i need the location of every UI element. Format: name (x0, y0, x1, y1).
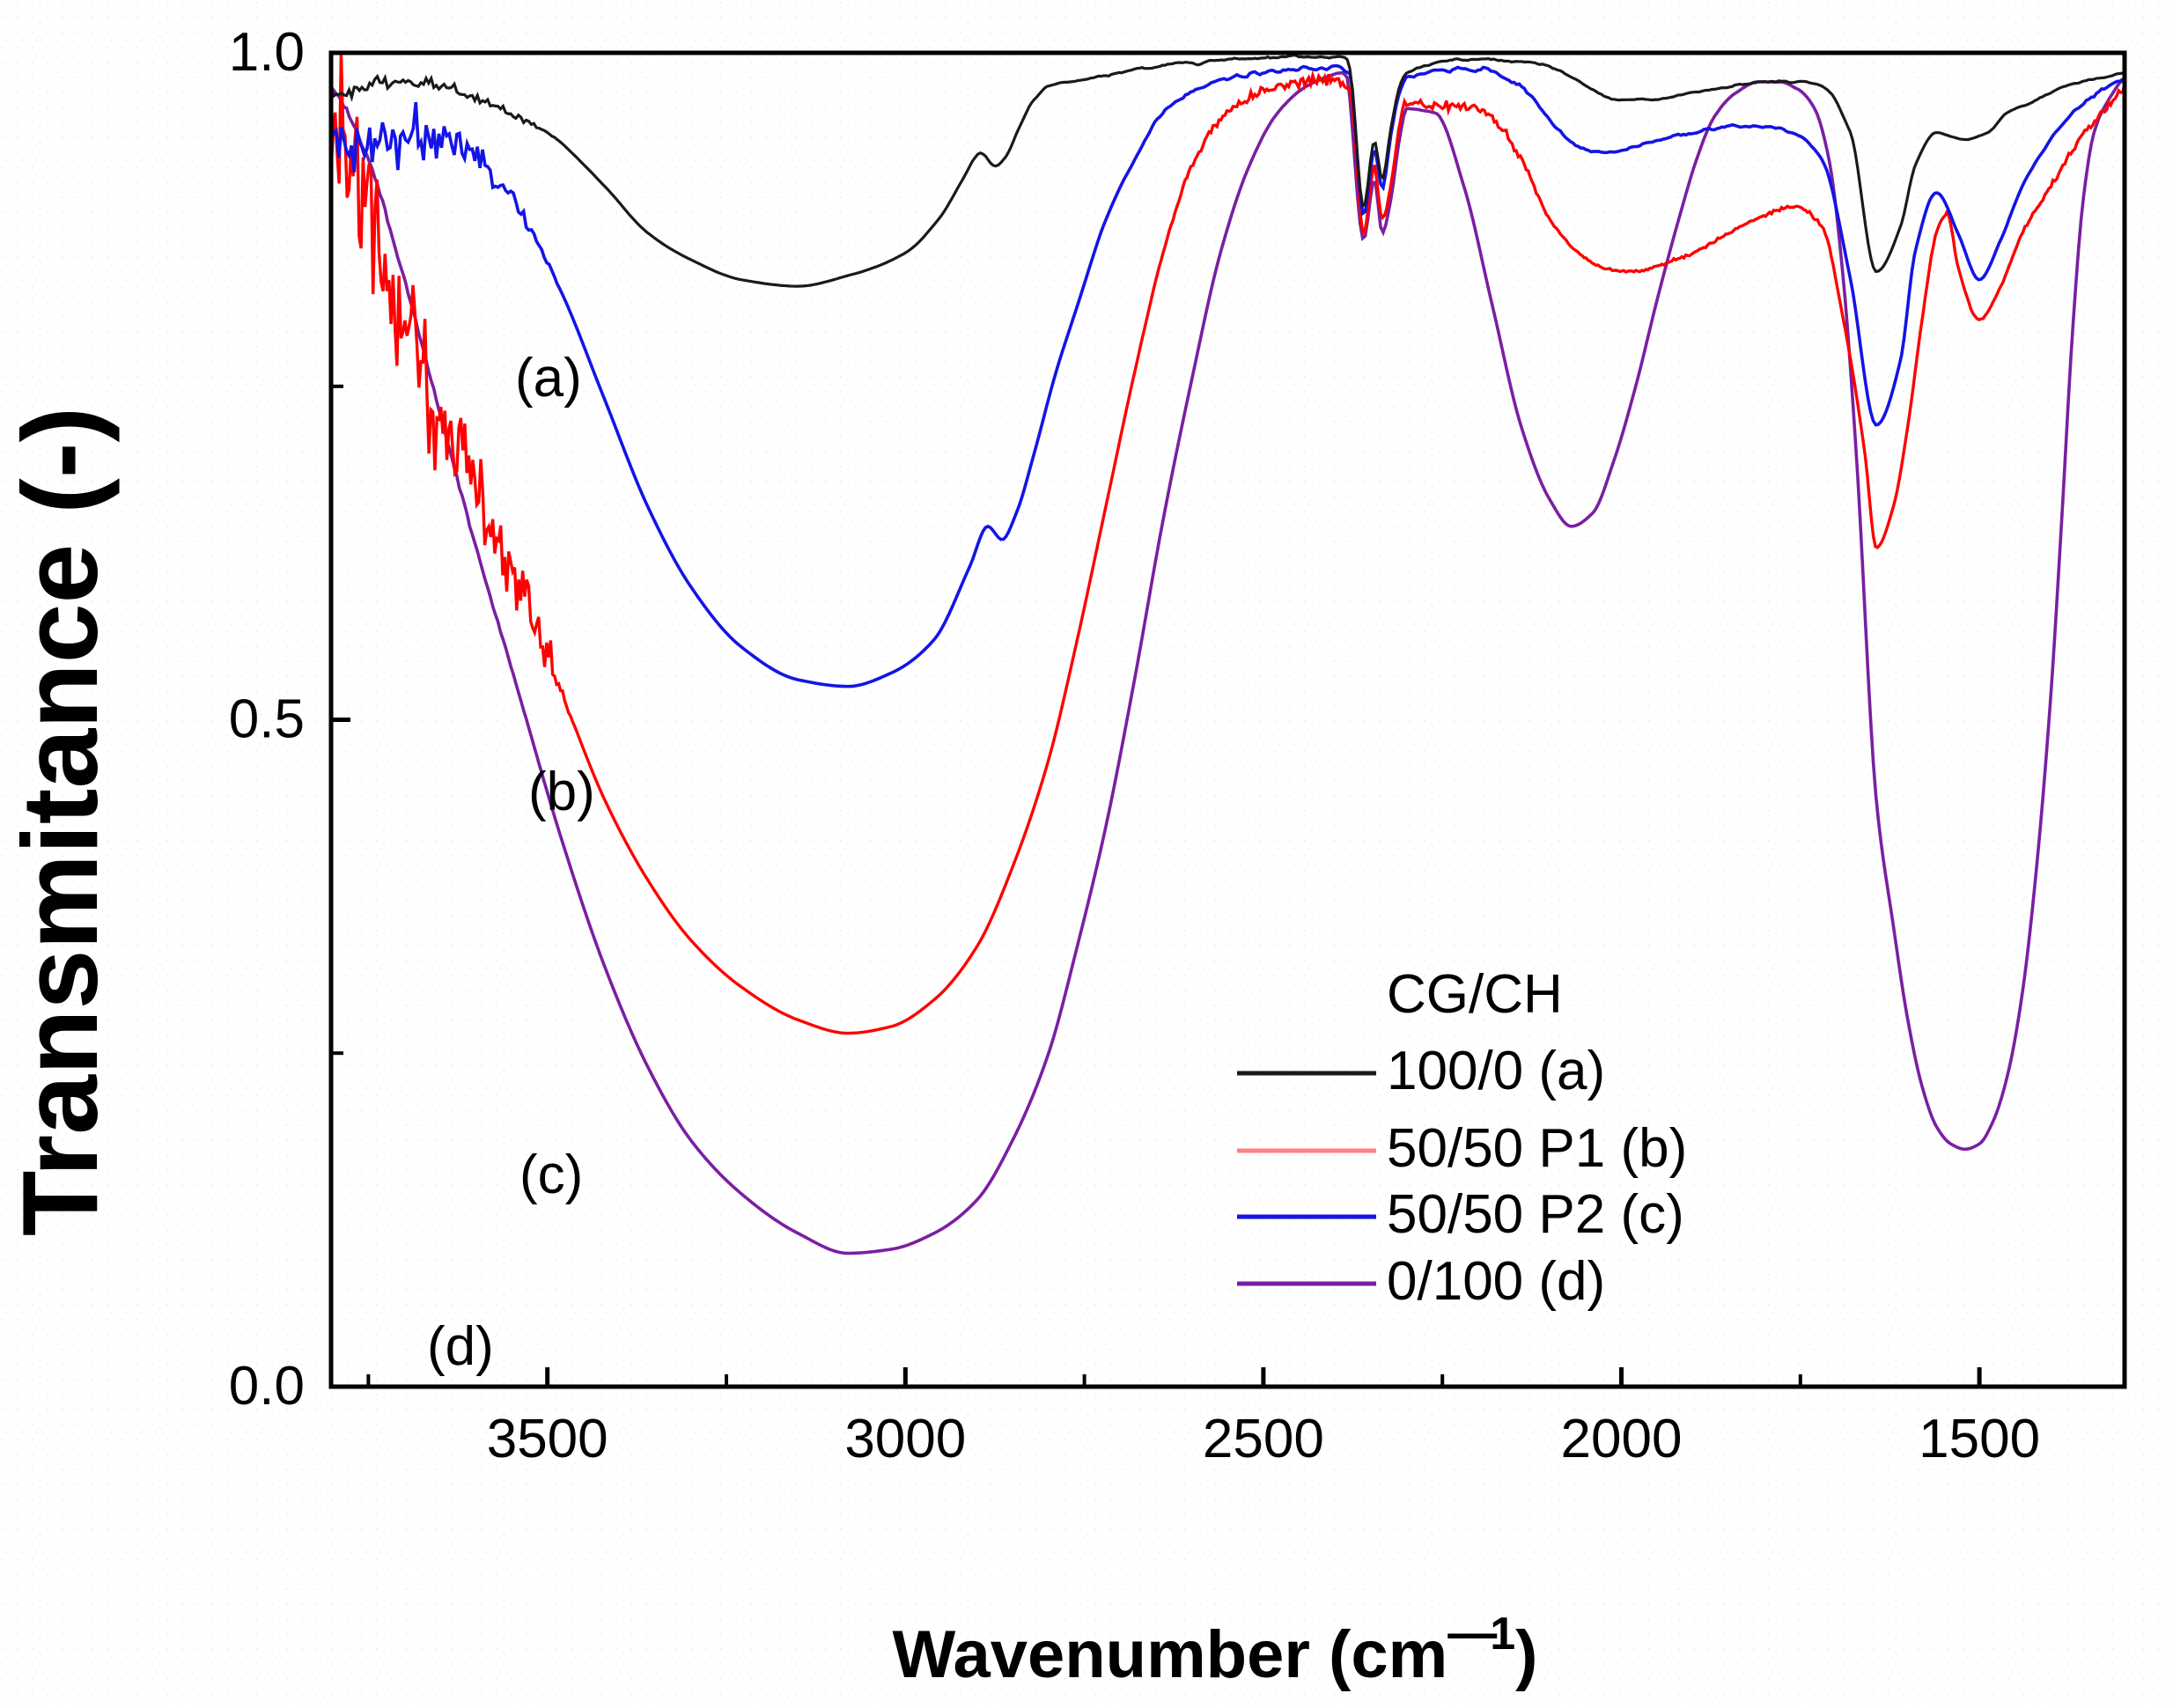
svg-text:Transmitance (-): Transmitance (-) (0, 407, 120, 1236)
svg-text:(b): (b) (528, 762, 595, 822)
svg-text:1.0: 1.0 (229, 22, 305, 83)
svg-text:50/50 P1 (b): 50/50 P1 (b) (1387, 1118, 1687, 1179)
svg-text:3500: 3500 (487, 1409, 608, 1469)
svg-text:2000: 2000 (1561, 1409, 1683, 1469)
svg-text:50/50 P2 (c): 50/50 P2 (c) (1387, 1184, 1684, 1245)
svg-text:(c): (c) (519, 1145, 583, 1205)
svg-text:1500: 1500 (1919, 1409, 2040, 1469)
svg-text:(a): (a) (515, 348, 582, 409)
svg-text:0/100 (d): 0/100 (d) (1387, 1251, 1605, 1312)
svg-text:0.5: 0.5 (229, 689, 305, 750)
svg-text:(d): (d) (427, 1316, 494, 1377)
svg-text:0.0: 0.0 (229, 1356, 305, 1417)
svg-text:Wavenumber (cm—1): Wavenumber (cm—1) (893, 1604, 1538, 1692)
svg-text:100/0 (a): 100/0 (a) (1387, 1041, 1605, 1101)
svg-text:3000: 3000 (844, 1409, 966, 1469)
svg-text:2500: 2500 (1203, 1409, 1324, 1469)
svg-text:CG/CH: CG/CH (1387, 964, 1563, 1025)
